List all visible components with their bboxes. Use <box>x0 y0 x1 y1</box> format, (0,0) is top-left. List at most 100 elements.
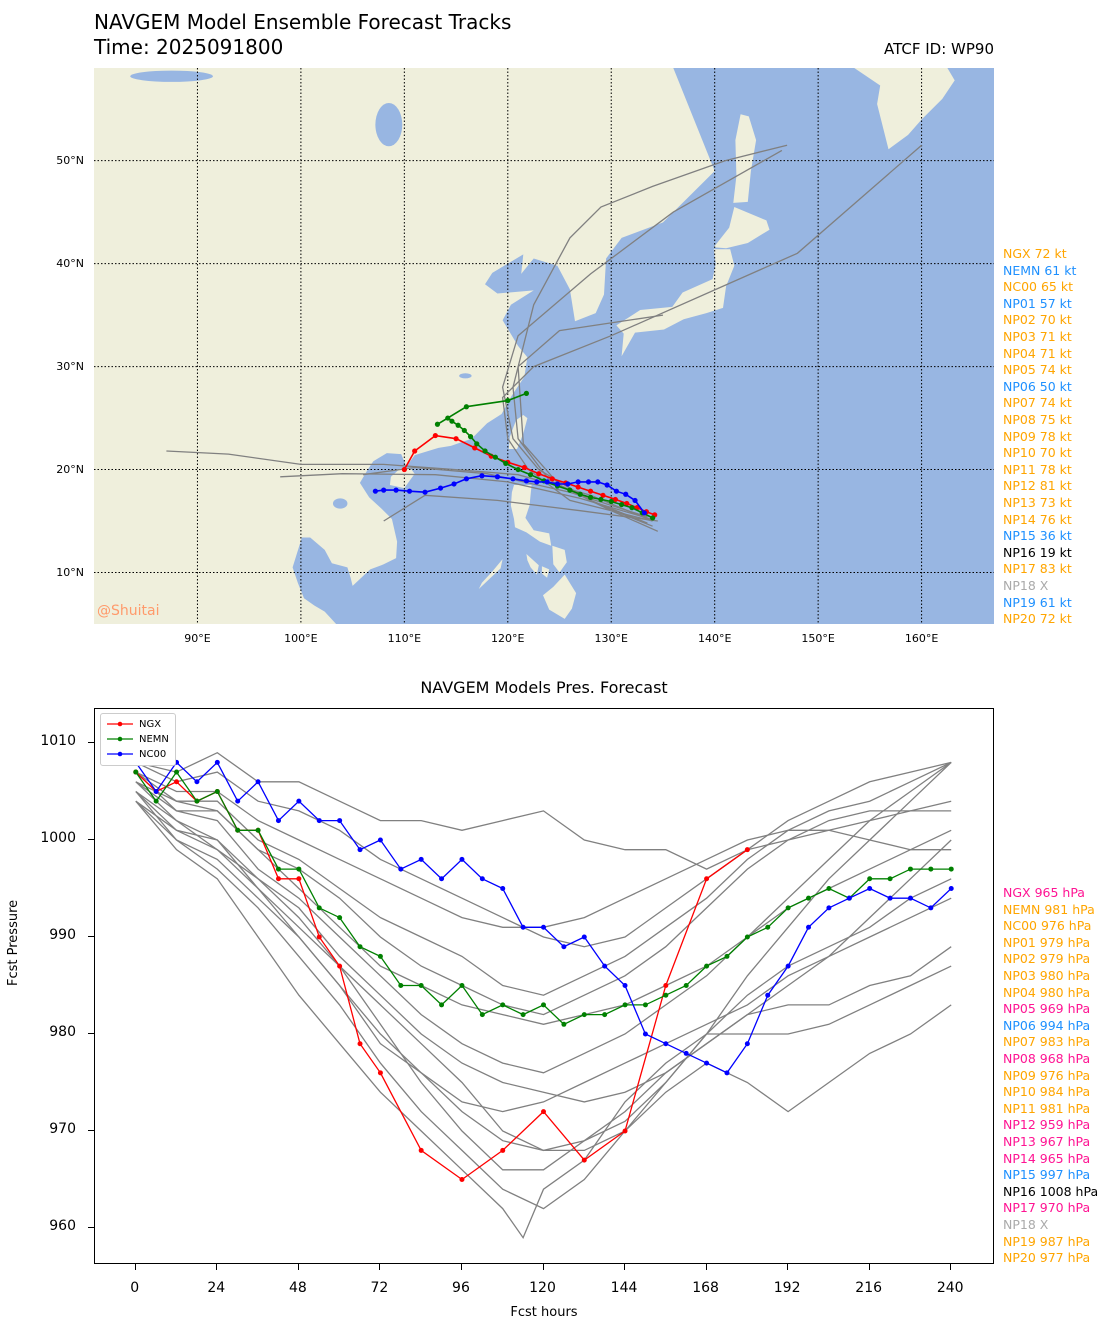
track-member-4 <box>166 450 653 522</box>
y-tick-label: 960 <box>49 1218 76 1235</box>
track-point-nemn <box>505 397 511 404</box>
track-point-nc00 <box>523 478 530 484</box>
pressure-point-nc00 <box>214 759 220 765</box>
y-tick-label: 1010 <box>40 732 76 749</box>
track-point-nc00 <box>479 473 485 479</box>
track-point-nc00 <box>585 479 592 485</box>
pressure-point-nemn <box>337 915 343 921</box>
track-point-nemn <box>608 498 614 505</box>
track-point-nemn <box>523 390 530 396</box>
pressure-plot-frame <box>94 708 994 1264</box>
x-tick-label: 120 <box>529 1280 556 1296</box>
legend-swatch-nc00 <box>107 749 133 759</box>
lon-label: 160°E <box>904 632 939 645</box>
member-stat: NP08 75 kt <box>1003 412 1072 427</box>
pressure-point-ngx <box>541 1109 546 1115</box>
pressure-point-nemn <box>153 798 159 804</box>
member-stat: NP20 72 kt <box>1003 611 1072 627</box>
pressure-point-nemn <box>806 895 812 901</box>
pressure-point-nemn <box>418 983 424 988</box>
pressure-point-ngx <box>357 1041 363 1047</box>
pressure-line-member-1 <box>135 800 952 1103</box>
x-tick-mark <box>787 1264 789 1270</box>
track-point-nc00 <box>510 476 516 482</box>
member-stat: NP04 71 kt <box>1003 345 1072 361</box>
pressure-point-nc00 <box>398 866 404 872</box>
pressure-point-nc00 <box>520 924 526 930</box>
track-point-nemn <box>515 466 521 473</box>
pressure-point-nemn <box>744 934 750 940</box>
pressure-point-nemn <box>357 944 363 950</box>
pressure-point-nc00 <box>235 798 241 804</box>
track-point-nemn <box>567 487 573 493</box>
y-tick-mark <box>88 1227 94 1229</box>
legend-entry-nemn: NEMN <box>107 732 169 746</box>
pressure-point-nc00 <box>846 895 852 901</box>
pressure-point-ngx <box>418 1147 424 1153</box>
track-point-nc00 <box>422 489 428 495</box>
pressure-line-member-3 <box>135 791 952 1210</box>
legend-swatch-nemn <box>107 734 133 744</box>
lat-label: 30°N <box>56 359 84 373</box>
pressure-point-nemn <box>377 953 383 959</box>
member-stat: NP05 969 hPa <box>1003 1001 1091 1017</box>
pressure-point-ngx <box>377 1070 383 1076</box>
track-point-ngx <box>412 448 418 454</box>
track-point-nemn <box>577 491 583 497</box>
member-stat: NC00 65 kt <box>1003 279 1073 295</box>
x-tick-label: 216 <box>855 1280 883 1296</box>
pressure-point-nemn <box>683 983 689 988</box>
member-stat: NP02 979 hPa <box>1003 951 1091 967</box>
member-stat: NP15 997 hPa <box>1003 1167 1091 1183</box>
pressure-point-nc00 <box>357 847 363 853</box>
track-point-ngx <box>432 432 438 439</box>
pressure-line-member-13 <box>135 791 952 1152</box>
member-stat: NP02 70 kt <box>1003 312 1072 328</box>
pressure-point-nc00 <box>377 837 383 843</box>
pressure-point-nc00 <box>744 1041 750 1047</box>
x-tick-mark <box>868 1264 870 1270</box>
x-tick-label: 0 <box>130 1280 140 1296</box>
x-tick-label: 144 <box>610 1280 638 1296</box>
pressure-point-nc00 <box>296 798 302 804</box>
land-masses <box>94 68 955 624</box>
pressure-point-nemn <box>520 1012 526 1018</box>
pressure-point-ngx <box>744 847 750 853</box>
member-stat: NP14 76 kt <box>1003 511 1072 527</box>
pressure-point-nemn <box>704 963 710 969</box>
pressure-point-nc00 <box>439 876 445 882</box>
map-gridlines <box>94 68 994 624</box>
track-point-ngx <box>453 436 459 442</box>
track-point-ngx <box>600 492 606 498</box>
member-stat: NP04 980 hPa <box>1003 984 1091 1000</box>
member-stat: NP16 1008 hPa <box>1003 1183 1099 1199</box>
pressure-point-nemn <box>398 983 404 988</box>
track-point-nemn <box>445 415 451 421</box>
legend-label-nemn: NEMN <box>139 733 169 745</box>
y-tick-mark <box>88 1033 94 1034</box>
x-tick-mark <box>950 1264 952 1270</box>
pressure-point-ngx <box>337 963 343 969</box>
pressure-point-nc00 <box>479 876 485 882</box>
pressure-point-nemn <box>255 827 261 833</box>
member-stat: NP05 74 kt <box>1003 362 1072 378</box>
pressure-point-nc00 <box>642 1031 648 1037</box>
pressure-point-nemn <box>296 866 302 872</box>
track-lines <box>166 144 923 532</box>
track-point-nemn <box>449 418 455 424</box>
pressure-point-nemn <box>622 1002 628 1008</box>
x-tick-label: 240 <box>936 1280 964 1296</box>
pressure-point-nc00 <box>194 779 200 785</box>
x-tick-label: 24 <box>207 1280 226 1296</box>
track-point-nemn <box>618 501 625 508</box>
track-point-nc00 <box>406 488 413 494</box>
member-stat: NP14 965 hPa <box>1003 1150 1091 1166</box>
pressure-point-ngx <box>174 779 180 785</box>
member-stat: NEMN 61 kt <box>1003 262 1077 278</box>
x-tick-mark <box>705 1264 707 1270</box>
chart-legend: NGX NEMN NC00 <box>100 713 176 766</box>
track-point-nemn <box>629 505 635 511</box>
pressure-point-nc00 <box>459 856 465 862</box>
pressure-point-nemn <box>581 1012 587 1018</box>
member-stat: NP13 967 hPa <box>1003 1134 1091 1149</box>
